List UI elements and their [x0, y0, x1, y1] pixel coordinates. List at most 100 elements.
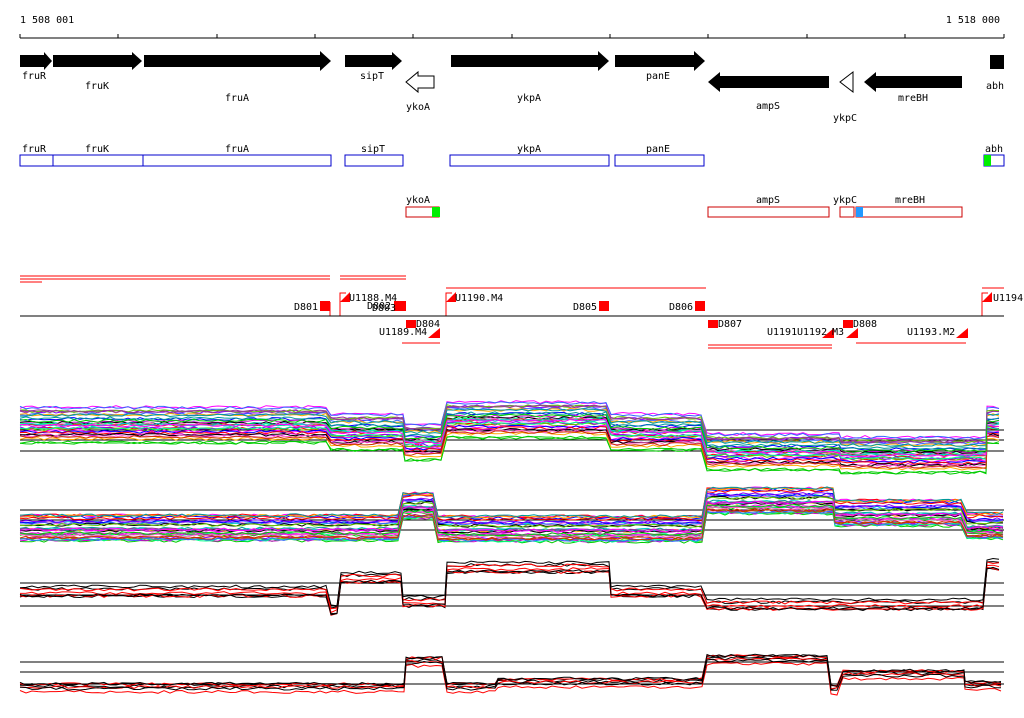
- expression-trace: [19, 496, 1004, 528]
- expression-trace: [19, 408, 1000, 448]
- reg-block-D807[interactable]: [708, 320, 718, 328]
- expression-trace: [19, 427, 1000, 467]
- transcript-label-sipT: sipT: [361, 144, 385, 155]
- expression-trace: [19, 431, 1000, 471]
- transcript-label-mreBH: mreBH: [895, 195, 925, 206]
- reg-label-D802: D802: [367, 301, 391, 312]
- gene-label-fruR: fruR: [22, 71, 47, 82]
- gene-label-ykpC: ykpC: [833, 113, 857, 124]
- gene-arrow-ykpC[interactable]: [839, 70, 854, 94]
- expression-trace: [19, 561, 1000, 610]
- gene-arrow-panE[interactable]: [615, 51, 705, 71]
- gene-arrow-sipT[interactable]: [345, 52, 402, 70]
- transcript-box-fruK[interactable]: [52, 154, 144, 167]
- transcript-label-ampS: ampS: [756, 195, 780, 206]
- gene-arrow-fruK[interactable]: [53, 52, 142, 70]
- reg-block-D806[interactable]: [695, 301, 705, 311]
- transcript-label-fruR: fruR: [22, 144, 47, 155]
- reg-label-U1188: U1188.M4: [349, 293, 397, 304]
- transcript-track-forward: fruR fruK fruA sipT ykpA panE abh: [19, 144, 1005, 167]
- blue-marker-mreBH: [856, 207, 863, 217]
- expression-trace: [19, 415, 1000, 455]
- expression-trace: [19, 435, 1000, 475]
- expression-trace: [19, 401, 1000, 440]
- transcript-label-ykpA: ykpA: [517, 144, 541, 155]
- expression-trace: [19, 658, 1001, 691]
- expression-trace: [19, 489, 1004, 522]
- reg-label-D801: D801: [294, 302, 318, 313]
- gene-label-ykoA: ykoA: [406, 102, 430, 113]
- regulation-track: D801 U1188.M4 D802 D803 U1190.M4 D805 D8…: [20, 275, 1024, 349]
- expression-trace: [19, 495, 1003, 528]
- transcript-box-sipT[interactable]: [344, 154, 404, 167]
- gene-label-ampS: ampS: [756, 101, 780, 112]
- ruler-start-label: 1 508 001: [20, 15, 74, 26]
- gene-arrow-fruA[interactable]: [144, 51, 331, 71]
- reg-label-U1189: U1189.M4: [379, 327, 427, 338]
- gene-label-ykpA: ykpA: [517, 93, 541, 104]
- expression-trace: [19, 486, 1004, 519]
- transcript-box-panE[interactable]: [614, 154, 705, 167]
- expression-trace: [19, 500, 1004, 533]
- transcript-box-mreBH[interactable]: [855, 206, 963, 218]
- coordinate-ruler: 1 508 001 1 518 000: [19, 15, 1005, 39]
- expression-trace: [19, 421, 1000, 461]
- gene-arrow-fruR[interactable]: [20, 52, 52, 70]
- reg-label-U1192: U1192: [797, 327, 827, 338]
- expression-trace: [19, 417, 1000, 456]
- reg-label-U1191: U1191: [767, 327, 797, 338]
- gene-arrow-ykoA[interactable]: [405, 70, 435, 94]
- expression-trace: [19, 492, 1004, 525]
- transcript-track-reverse: ykoA ampS ykpC mreBH: [405, 195, 963, 218]
- expression-trace: [19, 413, 1000, 453]
- reg-block-D801[interactable]: [320, 301, 330, 311]
- expression-trace: [19, 418, 1000, 458]
- gene-arrow-mreBH[interactable]: [864, 72, 962, 92]
- transcript-box-fruR[interactable]: [19, 154, 54, 167]
- gene-track: fruR fruK fruA sipT ykoA ykpA panE ampS …: [20, 51, 1004, 124]
- reg-label-U1194: U1194.: [993, 293, 1024, 304]
- expression-trace: [19, 557, 1000, 607]
- transcript-box-ampS[interactable]: [707, 206, 830, 218]
- reg-block-D805[interactable]: [599, 301, 609, 311]
- gene-arrow-ykpA[interactable]: [451, 51, 609, 71]
- reg-label-D808: D808: [853, 319, 877, 330]
- transcript-box-ykpA[interactable]: [449, 154, 610, 167]
- gene-label-abh: abh: [986, 81, 1004, 92]
- reg-label-M3: M3: [832, 327, 844, 338]
- expression-trace: [19, 566, 1000, 616]
- gene-arrow-ampS[interactable]: [708, 72, 829, 92]
- reg-label-U1190: U1190.M4: [455, 293, 503, 304]
- gene-arrow-abh[interactable]: [990, 55, 1004, 69]
- expression-trace: [19, 491, 1004, 524]
- expression-trace: [19, 566, 1000, 616]
- transcript-label-ykoA: ykoA: [406, 195, 430, 206]
- expression-trace: [19, 486, 1004, 519]
- expression-trace: [19, 508, 1004, 541]
- transcript-box-ykpC[interactable]: [839, 206, 855, 218]
- expression-trace: [19, 653, 1002, 688]
- expression-trace: [19, 430, 1000, 469]
- reg-label-D806: D806: [669, 302, 693, 313]
- gene-label-fruA: fruA: [225, 93, 249, 104]
- reg-label-D807: D807: [718, 319, 742, 330]
- transcript-box-fruA[interactable]: [142, 154, 332, 167]
- expression-panel-1: [19, 400, 1004, 475]
- gene-label-sipT: sipT: [360, 71, 384, 82]
- reg-block-D802[interactable]: [394, 301, 406, 311]
- expression-panel-3: [19, 557, 1004, 616]
- expression-trace: [19, 486, 1004, 519]
- expression-trace: [19, 504, 1004, 537]
- reg-block-D804[interactable]: [406, 320, 416, 328]
- expression-trace: [19, 426, 1000, 465]
- ruler-end-label: 1 518 000: [946, 15, 1000, 26]
- transcript-label-ykpC: ykpC: [833, 195, 857, 206]
- expression-trace: [19, 656, 1002, 690]
- gene-label-fruK: fruK: [85, 81, 109, 92]
- reg-block-D808[interactable]: [843, 320, 853, 328]
- expression-trace: [19, 662, 1002, 696]
- reg-label-D803: D803: [372, 303, 396, 314]
- transcript-label-panE: panE: [646, 144, 670, 155]
- green-marker-ykoA: [432, 207, 440, 217]
